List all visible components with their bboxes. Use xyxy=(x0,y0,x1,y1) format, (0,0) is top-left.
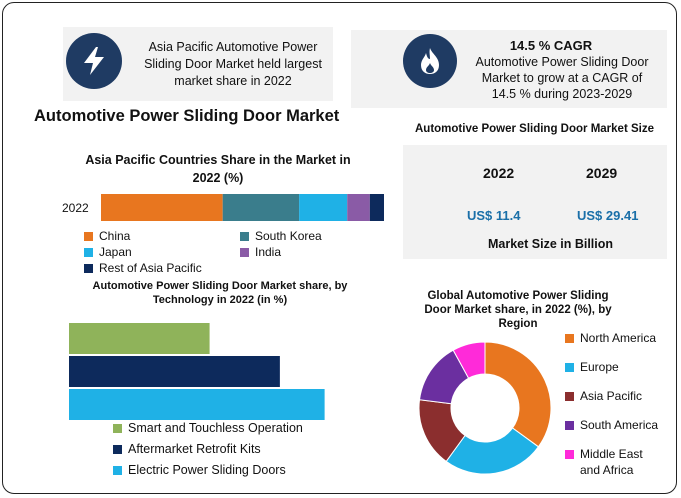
top-right-card: 14.5 % CAGR Automotive Power Sliding Doo… xyxy=(351,30,667,108)
infographic-frame xyxy=(2,2,677,494)
region-donut-chart xyxy=(418,341,552,475)
legend-swatch xyxy=(113,423,122,433)
stack-segment-south-korea xyxy=(222,194,300,221)
market-size-card: 2022 2029 US$ 11.4 US$ 29.41 Market Size… xyxy=(403,145,667,259)
legend-item-middle-east-and-africa: Middle East and Africa xyxy=(565,446,670,478)
asia-pacific-category-label: 2022 xyxy=(62,201,89,215)
legend-item-north-america: North America xyxy=(565,330,670,346)
year-2029-label: 2029 xyxy=(586,165,618,181)
legend-label: Rest of Asia Pacific xyxy=(99,261,202,275)
legend-item-europe: Europe xyxy=(565,359,670,375)
tech-bar-electric-power-sliding-doors xyxy=(69,389,325,420)
legend-label: South America xyxy=(580,418,659,432)
cagr-heading: 14.5 % CAGR xyxy=(509,38,593,53)
stack-segment-japan xyxy=(299,194,348,221)
legend-swatch xyxy=(565,363,574,372)
legend-swatch xyxy=(84,263,93,273)
legend-swatch xyxy=(565,392,574,401)
donut-slice-north-america xyxy=(484,341,552,448)
legend-label: Smart and Touchless Operation xyxy=(128,421,303,435)
cagr-text: Automotive Power Sliding Door Market to … xyxy=(475,55,649,101)
region-chart-title: Global Automotive Power Sliding Door Mar… xyxy=(424,290,612,330)
legend-label: Middle East and Africa xyxy=(580,447,643,477)
legend-item-india: India xyxy=(240,245,281,259)
legend-swatch xyxy=(113,465,122,475)
legend-item-aftermarket-retrofit-kits: Aftermarket Retrofit Kits xyxy=(113,442,261,456)
legend-label: Electric Power Sliding Doors xyxy=(128,463,286,477)
legend-label: China xyxy=(99,229,131,243)
legend-item-south-korea: South Korea xyxy=(240,229,322,243)
legend-swatch xyxy=(240,231,249,241)
stack-segment-china xyxy=(101,194,223,221)
stack-segment-rest-of-asia-pacific xyxy=(369,194,384,221)
legend-swatch xyxy=(113,444,122,454)
main-title: Automotive Power Sliding Door Market xyxy=(34,107,340,125)
value-2022: US$ 11.4 xyxy=(467,208,521,223)
legend-swatch xyxy=(240,247,249,257)
asia-pacific-stacked-bar xyxy=(101,194,384,221)
lightning-bolt-icon xyxy=(66,33,122,89)
technology-chart-title: Automotive Power Sliding Door Market sha… xyxy=(92,280,348,306)
flame-icon xyxy=(403,34,457,88)
legend-swatch xyxy=(84,247,93,257)
legend-item-china: China xyxy=(84,229,130,243)
legend-label: India xyxy=(255,245,282,259)
market-size-title: Automotive Power Sliding Door Market Siz… xyxy=(415,123,654,135)
legend-label: Japan xyxy=(99,245,132,259)
legend-label: South Korea xyxy=(255,229,322,243)
legend-item-electric-power-sliding-doors: Electric Power Sliding Doors xyxy=(113,463,286,477)
legend-swatch xyxy=(565,421,574,430)
legend-label: Asia Pacific xyxy=(580,389,643,403)
donut-slice-middle-east-and-africa xyxy=(452,341,486,379)
legend-swatch xyxy=(84,231,93,241)
legend-item-japan: Japan xyxy=(84,245,132,259)
legend-swatch xyxy=(565,450,574,459)
top-left-card-text: Asia Pacific Automotive Power Sliding Do… xyxy=(144,40,322,88)
donut-slice-europe xyxy=(445,427,540,475)
market-size-unit-label: Market Size in Billion xyxy=(488,237,614,251)
legend-label: Aftermarket Retrofit Kits xyxy=(128,442,261,456)
legend-item-smart-and-touchless-operation: Smart and Touchless Operation xyxy=(113,421,303,435)
legend-label: North America xyxy=(580,331,657,345)
asia-pacific-chart-title: Asia Pacific Countries Share in the Mark… xyxy=(85,153,351,185)
legend-item-asia-pacific: Asia Pacific xyxy=(565,388,670,404)
legend-item-south-america: South America xyxy=(565,417,670,433)
legend-item-rest-of-asia-pacific: Rest of Asia Pacific xyxy=(84,261,202,275)
legend-swatch xyxy=(565,334,574,343)
technology-bar-chart xyxy=(69,323,325,420)
tech-bar-smart-and-touchless-operation xyxy=(69,323,210,354)
tech-bar-aftermarket-retrofit-kits xyxy=(69,356,280,387)
value-2029: US$ 29.41 xyxy=(577,208,639,223)
legend-label: Europe xyxy=(580,360,619,374)
top-left-card: Asia Pacific Automotive Power Sliding Do… xyxy=(63,27,333,101)
year-2022-label: 2022 xyxy=(483,165,515,181)
stack-segment-india xyxy=(347,194,370,221)
